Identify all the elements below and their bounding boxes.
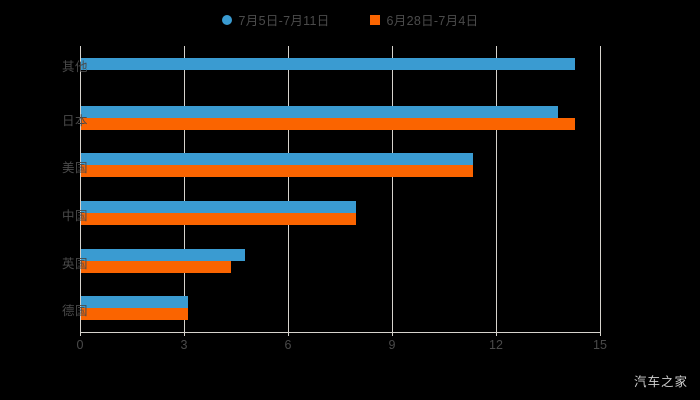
- bar[interactable]: [81, 308, 189, 321]
- legend-item[interactable]: 6月28日-7月4日: [369, 10, 479, 29]
- bar[interactable]: [81, 117, 575, 130]
- bar[interactable]: [81, 165, 473, 178]
- legend-square-icon: [369, 14, 380, 25]
- plot-area: [80, 46, 601, 332]
- y-axis-category-label: 日本: [61, 113, 88, 128]
- x-axis-tick-label: 3: [180, 338, 188, 352]
- bar[interactable]: [81, 248, 245, 261]
- y-axis-line: [80, 46, 81, 332]
- bar[interactable]: [81, 153, 473, 166]
- y-axis-category-label: 其他: [61, 59, 88, 74]
- x-axis-tick: [288, 332, 289, 336]
- x-axis-tick-label: 15: [593, 338, 607, 352]
- x-axis-tick-label: 9: [388, 338, 396, 352]
- x-axis-line: [80, 332, 601, 333]
- x-axis-tick-label: 12: [489, 338, 503, 352]
- y-axis-category-label: 英国: [61, 256, 88, 271]
- bar[interactable]: [81, 105, 558, 118]
- x-axis-tick: [600, 332, 601, 336]
- gridline: [288, 46, 289, 332]
- y-axis-category-label: 美国: [61, 161, 88, 176]
- x-axis-tick: [80, 332, 81, 336]
- bar[interactable]: [81, 296, 189, 309]
- x-axis-tick-label: 0: [76, 338, 84, 352]
- legend-item-label: 7月5日-7月11日: [238, 14, 330, 28]
- x-axis-tick: [496, 332, 497, 336]
- bar[interactable]: [81, 57, 575, 70]
- gridline: [184, 46, 185, 332]
- x-axis-tick: [184, 332, 185, 336]
- y-axis-category-label: 德国: [61, 304, 88, 319]
- watermark: 汽车之家: [633, 375, 688, 389]
- legend-circle-icon: [221, 14, 232, 25]
- x-axis-tick-label: 6: [284, 338, 292, 352]
- gridline: [496, 46, 497, 332]
- chart-legend: 7月5日-7月11日 6月28日-7月4日: [0, 10, 700, 29]
- bar[interactable]: [81, 260, 232, 273]
- bar[interactable]: [81, 212, 356, 225]
- bar[interactable]: [81, 200, 356, 213]
- x-axis-tick: [392, 332, 393, 336]
- gridline: [392, 46, 393, 332]
- y-axis-category-label: 中国: [61, 208, 88, 223]
- legend-item[interactable]: 7月5日-7月11日: [221, 10, 330, 29]
- gridline: [600, 46, 601, 332]
- legend-item-label: 6月28日-7月4日: [386, 14, 479, 28]
